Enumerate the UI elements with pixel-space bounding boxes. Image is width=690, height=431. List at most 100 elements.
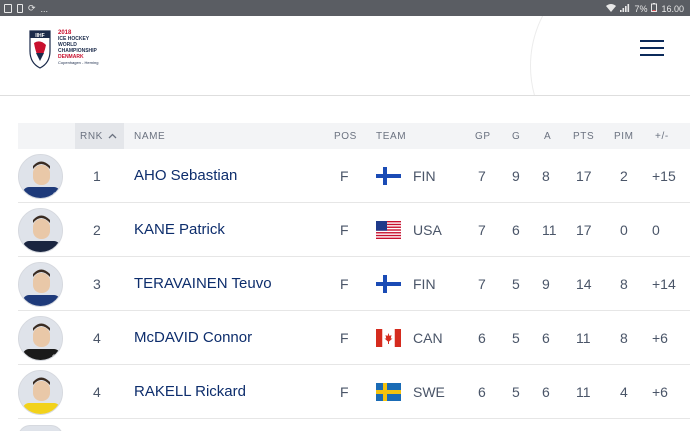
position-cell: F [340, 384, 349, 400]
table-row[interactable]: 4 1 AHO Sebastian F FIN 7 9 8 17 2 +15 [18, 149, 690, 203]
status-right: 7% 16.00 [606, 3, 684, 14]
penalty-minutes-cell: 0 [620, 222, 628, 238]
column-header-name[interactable]: NAME [134, 131, 166, 142]
svg-text:IIHF: IIHF [35, 33, 44, 39]
rank-cell: 1 [93, 168, 101, 184]
column-header-g[interactable]: G [512, 131, 521, 142]
rnk-label: RNK [80, 131, 103, 143]
player-avatar [18, 370, 63, 415]
goals-cell: 9 [512, 168, 520, 184]
column-header-a[interactable]: A [544, 131, 552, 142]
clock: 16.00 [661, 3, 684, 14]
penalty-minutes-cell: 8 [620, 276, 628, 292]
goals-cell: 5 [512, 384, 520, 400]
plus-minus-cell: +14 [652, 276, 676, 292]
position-cell: F [340, 276, 349, 292]
team-code: USA [413, 222, 442, 238]
games-played-cell: 7 [478, 276, 486, 292]
logo-line-2: WORLD [58, 42, 77, 48]
stats-table: RNK NAME POS TEAM GP G A PTS PIM +/- 4 1… [18, 123, 690, 419]
iihf-badge-icon: IIHF [28, 29, 52, 69]
table-header: RNK NAME POS TEAM GP G A PTS PIM +/- [18, 123, 690, 149]
rank-cell: 2 [93, 222, 101, 238]
plus-minus-cell: +6 [652, 384, 668, 400]
table-row[interactable]: 2 KANE Patrick F USA 7 6 11 17 0 0 [18, 203, 690, 257]
games-played-cell: 7 [478, 168, 486, 184]
usa-flag-icon [376, 221, 401, 240]
assists-cell: 8 [542, 168, 550, 184]
points-cell: 14 [576, 276, 592, 292]
wifi-icon [606, 3, 617, 14]
points-cell: 17 [576, 222, 592, 238]
column-header-pts[interactable]: PTS [573, 131, 595, 142]
signal-icon [620, 3, 630, 14]
player-avatar [18, 262, 63, 307]
logo-cities: Copenhagen - Herning [58, 60, 99, 65]
player-name-link[interactable]: McDAVID Connor [134, 329, 253, 346]
table-row[interactable]: C 4 McDAVID Connor F CAN 6 5 6 11 8 +6 [18, 311, 690, 365]
team-code: FIN [413, 276, 436, 292]
points-cell: 17 [576, 168, 592, 184]
sorted-column-highlight [75, 123, 124, 149]
team-code: SWE [413, 384, 445, 400]
assists-cell: 11 [542, 222, 557, 238]
penalty-minutes-cell: 2 [620, 168, 628, 184]
team-code: FIN [413, 168, 436, 184]
site-header: IIHF 2018 ICE HOCKEY WORLD CHAMPIONSHIP … [0, 16, 690, 96]
player-avatar: C [18, 316, 63, 361]
hamburger-menu-icon[interactable] [640, 40, 664, 58]
logo-line-3: CHAMPIONSHIP [58, 48, 97, 54]
plus-minus-cell: 0 [652, 222, 660, 238]
games-played-cell: 7 [478, 222, 486, 238]
player-name-link[interactable]: KANE Patrick [134, 221, 225, 238]
column-header-pos[interactable]: POS [334, 131, 357, 142]
team-code: CAN [413, 330, 443, 346]
jersey-number: C [52, 355, 57, 361]
logo-country: DENMARK [58, 54, 84, 60]
finland-flag-icon [376, 275, 401, 293]
rank-cell: 4 [93, 330, 101, 346]
points-cell: 11 [576, 384, 591, 400]
assists-cell: 6 [542, 384, 550, 400]
table-row[interactable]: 3 TERAVAINEN Teuvo F FIN 7 5 9 14 8 +14 [18, 257, 690, 311]
sync-notification-icon: ⟳ [28, 3, 36, 13]
battery-percent: 7% [634, 3, 648, 14]
status-left: ⟳ ... [4, 3, 48, 14]
player-name-link[interactable]: RAKELL Rickard [134, 383, 246, 400]
column-header-rnk[interactable]: RNK [80, 131, 117, 142]
battery-icon [651, 3, 658, 14]
table-row[interactable]: 4 RAKELL Rickard F SWE 6 5 6 11 4 +6 [18, 365, 690, 419]
iihf-logo[interactable]: IIHF 2018 ICE HOCKEY WORLD CHAMPIONSHIP … [28, 29, 98, 69]
column-header-team[interactable]: TEAM [376, 131, 407, 142]
goals-cell: 6 [512, 222, 520, 238]
finland-flag-icon [376, 167, 401, 185]
gallery-notification-icon [4, 4, 12, 13]
jersey-number: 4 [52, 193, 56, 199]
player-name-link[interactable]: TERAVAINEN Teuvo [134, 275, 272, 292]
logo-line-1: ICE HOCKEY [58, 36, 90, 42]
sweden-flag-icon [376, 383, 401, 401]
column-header-gp[interactable]: GP [475, 131, 491, 142]
chevron-up-icon [108, 131, 117, 142]
rank-cell: 3 [93, 276, 101, 292]
column-header-plus-minus[interactable]: +/- [655, 131, 669, 142]
rank-cell: 4 [93, 384, 101, 400]
avatar-partial [18, 425, 63, 431]
plus-minus-cell: +15 [652, 168, 676, 184]
player-name-link[interactable]: AHO Sebastian [134, 167, 238, 184]
assists-cell: 9 [542, 276, 550, 292]
sim-notification-icon [17, 4, 23, 13]
penalty-minutes-cell: 4 [620, 384, 628, 400]
canada-flag-icon [376, 329, 401, 347]
status-more-text: ... [40, 3, 49, 14]
goals-cell: 5 [512, 330, 520, 346]
logo-wordmark: 2018 ICE HOCKEY WORLD CHAMPIONSHIP DENMA… [58, 29, 98, 66]
penalty-minutes-cell: 8 [620, 330, 628, 346]
position-cell: F [340, 168, 349, 184]
goals-cell: 5 [512, 276, 520, 292]
header-decoration [530, 16, 690, 95]
assists-cell: 6 [542, 330, 550, 346]
position-cell: F [340, 222, 349, 238]
column-header-pim[interactable]: PIM [614, 131, 634, 142]
points-cell: 11 [576, 330, 591, 346]
